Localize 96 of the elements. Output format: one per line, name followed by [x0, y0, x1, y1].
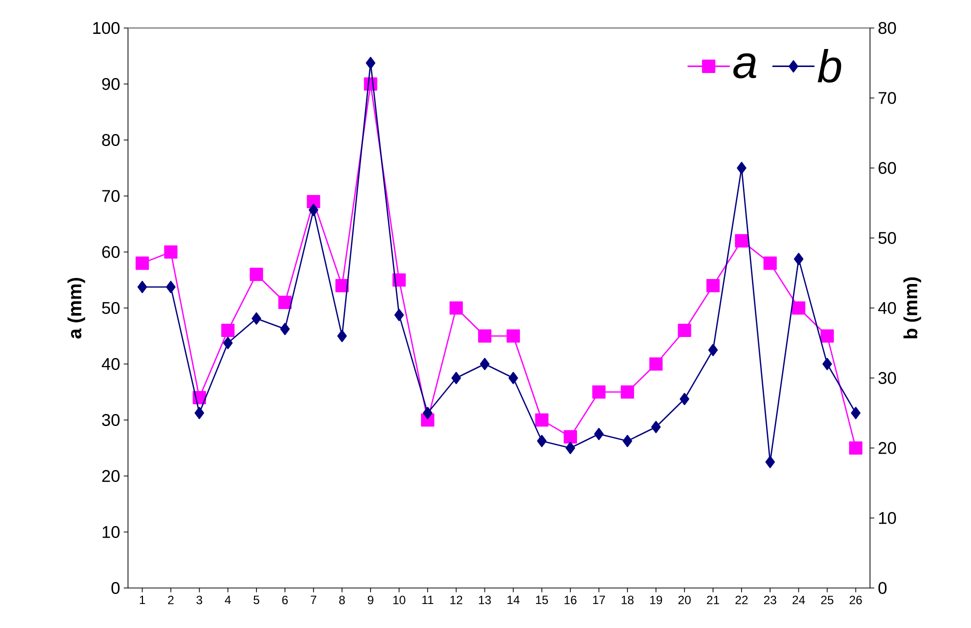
x-tick-label: 2: [168, 596, 174, 604]
point: [278, 296, 292, 310]
y2-tick-label: 30: [878, 372, 896, 384]
y-tick-label: 40: [102, 358, 120, 370]
y2-tick-label: 50: [878, 232, 896, 244]
point: [422, 406, 432, 420]
point: [594, 428, 604, 440]
point: [194, 406, 204, 420]
point: [480, 358, 490, 370]
point: [308, 204, 318, 216]
point: [394, 308, 404, 322]
point: [734, 234, 748, 248]
point: [794, 252, 804, 266]
point: [564, 430, 577, 444]
y-tick-label: 30: [102, 414, 120, 426]
y-tick-label: 80: [102, 134, 120, 146]
x-tick-label: 7: [310, 596, 316, 604]
y2-tick-label: 80: [878, 22, 896, 34]
x-tick-label: 1: [140, 596, 146, 604]
x-tick-label: 14: [508, 596, 520, 604]
point: [680, 392, 690, 406]
legend-label: b: [818, 48, 842, 83]
point: [136, 256, 149, 270]
y-tick-label: 60: [102, 246, 120, 258]
point: [478, 329, 492, 343]
point: [250, 268, 264, 282]
point: [622, 434, 632, 448]
point: [765, 456, 775, 468]
x-tick-label: 26: [850, 596, 862, 604]
point: [822, 358, 832, 370]
y2-tick-label: 10: [879, 512, 896, 524]
point: [537, 434, 547, 448]
x-tick-label: 13: [478, 596, 491, 604]
y2-tick-label: 20: [878, 442, 896, 454]
y-tick-label: 70: [102, 190, 120, 202]
point: [849, 441, 862, 455]
y-axis-title: a (mm): [67, 278, 86, 338]
point: [651, 420, 661, 434]
point: [506, 329, 520, 343]
point: [508, 372, 518, 384]
x-tick-label: 21: [706, 596, 720, 604]
point: [166, 280, 176, 294]
point: [620, 385, 634, 399]
point: [450, 301, 463, 315]
y-tick-label: 10: [102, 526, 120, 538]
point: [451, 372, 461, 384]
point: [366, 56, 376, 70]
point: [280, 322, 290, 336]
point: [850, 406, 861, 420]
point: [706, 278, 720, 292]
x-tick-label: 11: [422, 596, 434, 604]
point: [137, 280, 148, 294]
y2-tick-label: 40: [878, 302, 896, 314]
x-tick-label: 17: [593, 596, 605, 604]
y-tick-label: 0: [111, 582, 120, 594]
point: [566, 442, 576, 454]
y-tick-label: 20: [102, 470, 120, 482]
x-tick-label: 24: [792, 596, 805, 604]
point: [763, 256, 777, 270]
y2-axis-title: b (mm): [903, 277, 922, 338]
x-tick-label: 16: [564, 596, 576, 604]
point: [678, 324, 692, 338]
x-tick-label: 15: [536, 596, 548, 604]
x-tick-label: 12: [450, 596, 462, 604]
x-tick-label: 4: [224, 596, 231, 604]
x-tick-label: 3: [196, 596, 202, 604]
point: [252, 312, 262, 325]
x-tick-label: 25: [821, 596, 834, 604]
y-tick-label: 50: [102, 302, 120, 314]
point: [820, 329, 834, 343]
y2-tick-label: 0: [878, 582, 887, 594]
point: [337, 330, 347, 342]
point: [708, 344, 718, 356]
x-tick-label: 9: [368, 596, 374, 604]
point: [792, 301, 806, 315]
point: [649, 357, 663, 371]
point: [223, 336, 233, 350]
x-tick-label: 10: [393, 596, 406, 604]
y-tick-label: 100: [93, 22, 120, 34]
point: [592, 385, 606, 399]
x-tick-label: 18: [622, 596, 634, 604]
y2-tick-label: 60: [878, 162, 896, 174]
x-tick-label: 8: [339, 596, 345, 604]
legend-label: a: [733, 53, 756, 78]
y2-tick-label: 70: [878, 92, 896, 104]
x-tick-label: 6: [282, 596, 288, 604]
x-tick-label: 20: [678, 596, 691, 604]
point: [736, 162, 746, 174]
point: [164, 245, 178, 259]
point: [221, 324, 235, 338]
x-tick-label: 19: [650, 596, 662, 604]
point: [535, 413, 548, 427]
x-tick-label: 22: [736, 596, 748, 604]
y-tick-label: 90: [102, 78, 120, 90]
x-tick-label: 23: [764, 596, 776, 604]
x-tick-label: 5: [254, 596, 260, 604]
